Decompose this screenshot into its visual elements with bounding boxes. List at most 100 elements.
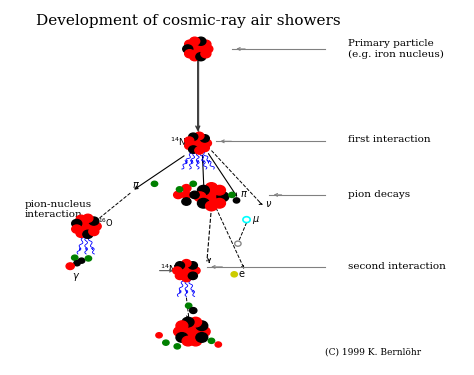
- Circle shape: [214, 185, 226, 195]
- Text: $^{14}$N: $^{14}$N: [171, 135, 187, 147]
- Text: $^{16}$O: $^{16}$O: [98, 216, 113, 229]
- Text: Primary particle
(e.g. iron nucleus): Primary particle (e.g. iron nucleus): [348, 39, 444, 59]
- Circle shape: [185, 137, 194, 144]
- Circle shape: [182, 274, 191, 282]
- Text: $\gamma$: $\gamma$: [207, 194, 215, 206]
- Circle shape: [195, 132, 204, 140]
- Circle shape: [206, 192, 218, 201]
- Circle shape: [83, 214, 93, 222]
- Circle shape: [183, 45, 193, 53]
- Text: $\mu$: $\mu$: [252, 214, 259, 226]
- Text: Development of cosmic-ray air showers: Development of cosmic-ray air showers: [36, 14, 341, 28]
- Circle shape: [72, 225, 82, 233]
- Circle shape: [189, 133, 198, 141]
- Circle shape: [200, 135, 210, 142]
- Circle shape: [173, 191, 183, 199]
- Circle shape: [185, 50, 195, 58]
- Text: $^{14}$N: $^{14}$N: [160, 262, 176, 275]
- Text: $\pi$: $\pi$: [132, 180, 140, 190]
- Circle shape: [190, 181, 196, 186]
- Circle shape: [182, 336, 194, 346]
- Circle shape: [174, 344, 181, 349]
- Circle shape: [190, 37, 200, 45]
- Circle shape: [198, 185, 210, 195]
- Text: second interaction: second interaction: [348, 262, 446, 272]
- Circle shape: [188, 262, 197, 269]
- Text: $\gamma$: $\gamma$: [73, 271, 81, 283]
- Circle shape: [91, 222, 101, 230]
- Circle shape: [196, 333, 208, 342]
- Circle shape: [190, 53, 200, 61]
- Circle shape: [206, 183, 218, 192]
- Text: $\nu$: $\nu$: [265, 200, 273, 210]
- Circle shape: [72, 255, 78, 260]
- Circle shape: [190, 308, 197, 314]
- Circle shape: [185, 40, 195, 48]
- Circle shape: [185, 303, 192, 308]
- Circle shape: [201, 40, 211, 48]
- Circle shape: [202, 140, 211, 147]
- Circle shape: [182, 260, 191, 267]
- Circle shape: [214, 198, 226, 208]
- Circle shape: [233, 198, 240, 203]
- Circle shape: [196, 321, 208, 330]
- Circle shape: [185, 142, 194, 149]
- Text: $\pi$: $\pi$: [240, 189, 248, 199]
- Circle shape: [85, 256, 91, 261]
- Circle shape: [198, 327, 210, 336]
- Circle shape: [163, 340, 169, 345]
- Text: pion decays: pion decays: [348, 190, 410, 200]
- Circle shape: [194, 192, 206, 201]
- Circle shape: [203, 45, 213, 53]
- Circle shape: [72, 219, 82, 228]
- Text: first interaction: first interaction: [348, 135, 431, 144]
- Text: e: e: [239, 269, 245, 279]
- Circle shape: [206, 201, 218, 211]
- Circle shape: [201, 50, 211, 58]
- Circle shape: [151, 181, 158, 186]
- Text: pion-nucleus
interaction: pion-nucleus interaction: [25, 200, 92, 219]
- Circle shape: [231, 272, 237, 277]
- Text: (C) 1999 K. Bernlöhr: (C) 1999 K. Bernlöhr: [325, 347, 421, 356]
- Circle shape: [190, 336, 201, 346]
- Circle shape: [74, 261, 80, 266]
- Circle shape: [173, 267, 182, 274]
- Circle shape: [182, 191, 191, 199]
- Circle shape: [200, 144, 210, 152]
- Circle shape: [208, 338, 215, 344]
- Circle shape: [176, 321, 188, 330]
- Circle shape: [81, 222, 91, 230]
- Circle shape: [196, 53, 206, 61]
- Circle shape: [89, 228, 99, 236]
- Circle shape: [173, 327, 185, 336]
- Circle shape: [175, 272, 184, 279]
- Circle shape: [176, 333, 188, 342]
- Circle shape: [182, 317, 194, 327]
- Circle shape: [156, 333, 162, 338]
- Circle shape: [78, 258, 85, 263]
- Circle shape: [190, 317, 201, 327]
- Circle shape: [89, 217, 99, 225]
- Circle shape: [76, 229, 86, 237]
- Circle shape: [175, 262, 184, 269]
- Circle shape: [66, 263, 74, 270]
- Circle shape: [196, 37, 206, 45]
- Circle shape: [189, 146, 198, 153]
- Circle shape: [191, 267, 200, 274]
- Circle shape: [229, 192, 235, 198]
- Circle shape: [217, 192, 229, 201]
- Circle shape: [190, 191, 199, 199]
- Circle shape: [182, 184, 191, 192]
- Circle shape: [215, 342, 221, 347]
- Circle shape: [193, 140, 202, 147]
- Circle shape: [182, 267, 191, 274]
- Circle shape: [83, 230, 93, 238]
- Circle shape: [198, 198, 210, 208]
- Circle shape: [188, 272, 197, 279]
- Circle shape: [186, 327, 198, 336]
- Circle shape: [76, 215, 86, 223]
- Circle shape: [193, 45, 203, 53]
- Circle shape: [176, 187, 183, 192]
- Circle shape: [182, 198, 191, 205]
- Circle shape: [195, 147, 204, 154]
